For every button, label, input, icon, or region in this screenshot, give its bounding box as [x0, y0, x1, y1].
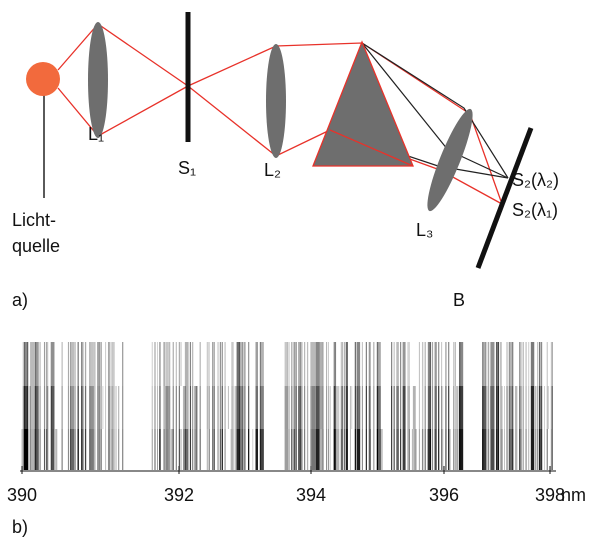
lens	[88, 22, 108, 138]
label: a)	[12, 290, 28, 310]
label: b)	[12, 517, 28, 537]
lens	[427, 108, 473, 212]
screen	[475, 127, 534, 269]
light-source	[26, 62, 60, 96]
label: quelle	[12, 236, 60, 256]
tick-label: 398	[535, 485, 565, 505]
tick-label: 392	[164, 485, 194, 505]
prism	[312, 40, 414, 167]
label: S₂(λ₁)	[512, 200, 558, 220]
label: S₂(λ₂)	[512, 170, 559, 190]
label: B	[453, 290, 465, 310]
red-ray	[329, 129, 414, 167]
tick-label: 390	[7, 485, 37, 505]
tick-label: 396	[429, 485, 459, 505]
label: L₃	[416, 220, 433, 240]
spectrum	[21, 342, 553, 470]
axis-unit: nm	[561, 485, 586, 505]
label: L₁	[88, 124, 104, 144]
label: S₁	[178, 158, 196, 178]
lens	[266, 44, 286, 158]
label: Licht-	[12, 210, 56, 230]
tick-label: 394	[296, 485, 326, 505]
label: L₂	[264, 160, 281, 180]
